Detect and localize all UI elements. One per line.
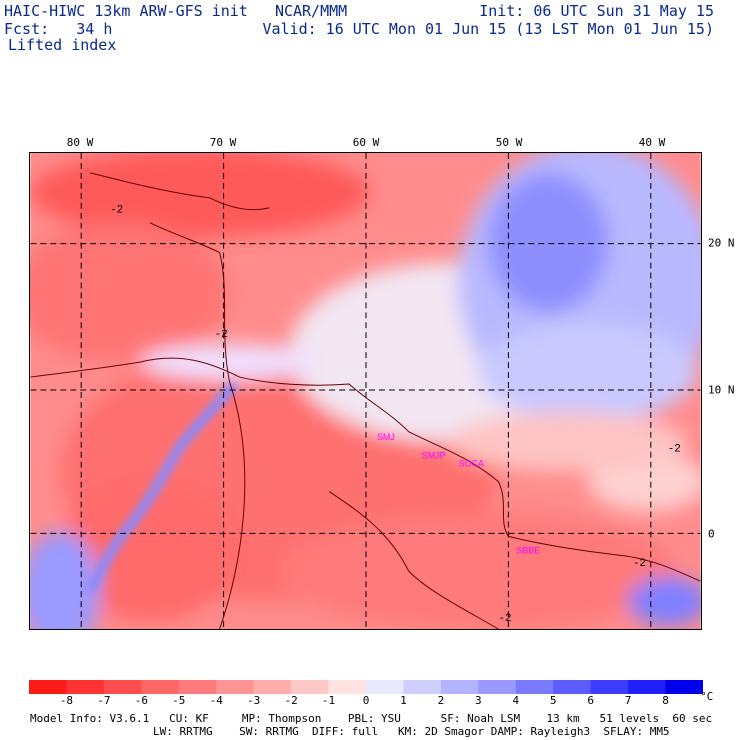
colorbar-level-label: 0 [362, 694, 370, 707]
station-sbbe: SBBE [516, 545, 540, 555]
colorbar-level-label: 8 [662, 694, 669, 707]
colorbar-level-label: -7 [97, 694, 111, 707]
lon-label-50w: 50 W [495, 136, 523, 149]
contour-label: -2 [633, 558, 646, 570]
lat-label-10n: 10 N [708, 383, 735, 397]
colorbar-swatch [253, 680, 292, 694]
colorbar-level-label: -5 [172, 694, 186, 707]
colorbar-swatch [103, 680, 142, 694]
colorbar-swatch [478, 680, 517, 694]
colorbar-swatch [366, 680, 404, 694]
contour-label: -2 [668, 444, 681, 456]
lifted-index-map: -2 -2 -2 -2 -2 SMJ SMJP SOCA SBBE [29, 152, 702, 630]
stations: SMJ SMJP SOCA SBBE [377, 432, 540, 556]
colorbar-level-label: -6 [134, 694, 148, 707]
model-info-line1: Model Info: V3.6.1 CU: KF MP: Thompson P… [30, 712, 713, 725]
colorbar-swatch [328, 680, 367, 694]
lon-label-60w: 60 W [352, 136, 380, 149]
lon-label-80w: 80 W [66, 136, 94, 149]
colorbar-unit: °C [700, 690, 714, 703]
station-soca: SOCA [459, 459, 484, 469]
contour-label: -2 [498, 613, 511, 625]
colorbar-level-label: 1 [400, 694, 407, 707]
colorbar-level-label: 2 [437, 694, 445, 707]
colorbar-swatch [440, 680, 479, 694]
lon-label-40w: 40 W [638, 136, 666, 149]
colorbar-level-label: -8 [59, 694, 74, 707]
colorbar-swatch [665, 680, 703, 694]
colorbar-swatch [403, 680, 442, 694]
station-smj: SMJ [377, 432, 395, 442]
fcst-value: 34 h [76, 20, 113, 38]
colorbar-level-label: 4 [512, 694, 520, 707]
coastlines [30, 172, 701, 629]
colorbar-level-label: -1 [321, 694, 336, 707]
colorbar-swatch [29, 680, 67, 694]
colorbar-level-label: -4 [209, 694, 223, 707]
lon-label-70w: 70 W [209, 136, 237, 149]
lat-label-0: 0 [708, 527, 715, 541]
colorbar [29, 680, 703, 694]
valley-band [85, 380, 239, 594]
colorbar-swatch [216, 680, 255, 694]
colorbar-swatch [178, 680, 217, 694]
contour-label: -2 [215, 329, 228, 341]
colorbar-level-label: -2 [284, 694, 298, 707]
fcst-label: Fcst: [4, 20, 50, 38]
station-smjp: SMJP [422, 451, 446, 461]
lat-label-20n: 20 N [708, 236, 735, 250]
colorbar-swatch [515, 680, 554, 694]
colorbar-swatch [553, 680, 592, 694]
model-title: HAIC-HIWC 13km ARW-GFS init NCAR/MMM [4, 2, 347, 20]
colorbar-swatch [291, 680, 330, 694]
colorbar-level-label: 5 [549, 694, 557, 707]
field-name: Lifted index [8, 36, 117, 54]
model-name: HAIC-HIWC 13km ARW-GFS init [4, 2, 248, 20]
colorbar-swatch [66, 680, 105, 694]
colorbar-level-label: 7 [624, 694, 632, 707]
org-name: NCAR/MMM [274, 2, 348, 20]
model-info-line2: LW: RRTMG SW: RRTMG DIFF: full KM: 2D Sm… [153, 725, 670, 738]
valid-time: Valid: 16 UTC Mon 01 Jun 15 (13 LST Mon … [262, 20, 714, 38]
colorbar-swatch [628, 680, 667, 694]
contour-label: -2 [110, 205, 123, 217]
colorbar-swatch [590, 680, 629, 694]
colorbar-swatch [141, 680, 180, 694]
colorbar-level-label: 6 [587, 694, 594, 707]
init-time: Init: 06 UTC Sun 31 May 15 [479, 2, 714, 20]
lat-lon-grid [30, 153, 701, 629]
colorbar-level-label: 3 [475, 694, 482, 707]
colorbar-level-label: -3 [247, 694, 261, 707]
forecast-hour: Fcst: 34 h [4, 20, 112, 38]
